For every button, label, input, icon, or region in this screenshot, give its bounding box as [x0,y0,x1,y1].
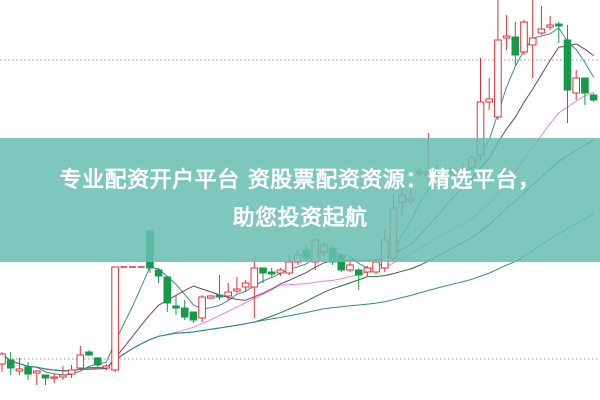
candle-body [346,264,354,271]
candle-body [207,295,215,299]
candle-body [172,305,180,309]
candle-down [41,374,50,385]
candle-body [198,296,206,319]
candle-body [267,271,276,275]
candle-down [511,22,520,65]
candle-down [154,268,163,283]
candle-body [41,374,50,379]
candle-body [485,98,493,103]
candle-up [528,0,537,78]
candle-body [0,353,6,365]
banner-line-1: 专业配资开户平台 资股票配资资源：精选平台， [59,168,541,193]
candle-up [59,366,67,380]
candle-down [6,352,15,375]
candle-up [572,70,581,100]
candle-up [76,346,85,370]
candle-body [24,366,32,375]
candle-body [189,311,198,321]
candle-down [581,77,589,105]
candle-body [563,39,572,91]
candle-body [250,267,259,288]
candle-body [85,351,93,356]
candle-down [24,362,32,380]
candle-up [363,266,372,276]
candle-up [537,6,546,35]
candle-body [163,276,172,304]
candle-body [33,370,41,374]
candle-body [241,282,250,288]
candle-up [241,280,250,292]
candle-up [520,20,528,55]
candle-up [67,365,76,378]
candle-up [485,78,493,110]
candle-down [93,357,102,368]
candle-up [207,295,215,299]
candle-body [494,39,502,118]
candle-body [363,267,372,273]
candle-up [0,352,6,372]
candle-up [276,268,285,276]
candle-down [555,22,563,43]
candle-down [180,300,189,320]
candle-body [354,269,363,276]
candle-down [563,25,572,123]
candle-body [528,37,537,46]
candle-up [15,358,24,375]
candle-up [198,295,206,322]
candle-up [224,283,232,300]
candle-body [215,294,224,298]
candle-body [180,307,189,318]
candle-body [67,369,76,375]
candle-down [189,311,198,323]
candle-body [589,94,598,101]
candle-body [546,24,554,28]
candle-up [111,266,119,372]
candle-body [59,374,67,378]
candle-up [494,0,502,120]
candle-body [154,269,163,277]
candle-up [102,364,111,370]
candle-body [233,288,241,292]
candle-body [76,354,85,369]
candle-body [555,23,563,27]
candle-body [502,35,511,39]
candle-up [233,277,241,293]
candle-body [111,266,119,371]
candle-body [6,359,15,369]
candle-body [537,28,546,34]
candle-down [259,267,267,283]
candle-up [33,370,41,385]
candle-body [50,376,59,379]
candle-body [15,368,24,372]
candle-down [215,275,224,300]
candle-body [102,365,111,369]
candle-up [50,374,59,383]
candle-body [572,77,581,94]
candle-body [520,21,528,53]
candle-down [267,268,276,278]
candle-body [276,269,285,274]
candle-body [511,36,520,56]
candle-body [224,291,232,297]
candle-down [354,268,363,290]
candle-body [93,357,102,366]
promo-banner: 专业配资开户平台 资股票配资资源：精选平台， 助您投资起航 [0,138,600,262]
ma-line [1,213,594,372]
candle-up [502,15,511,50]
candle-down [589,93,598,102]
candle-body [581,77,589,94]
candle-down [85,350,93,356]
candle-body [259,267,267,274]
candle-down [172,295,180,315]
candle-up [346,262,354,272]
candle-down [163,276,172,312]
candle-body [372,261,380,273]
banner-line-2: 助您投资起航 [232,206,368,231]
candle-up [250,257,259,318]
candle-body [285,261,293,274]
candle-up [546,16,554,30]
